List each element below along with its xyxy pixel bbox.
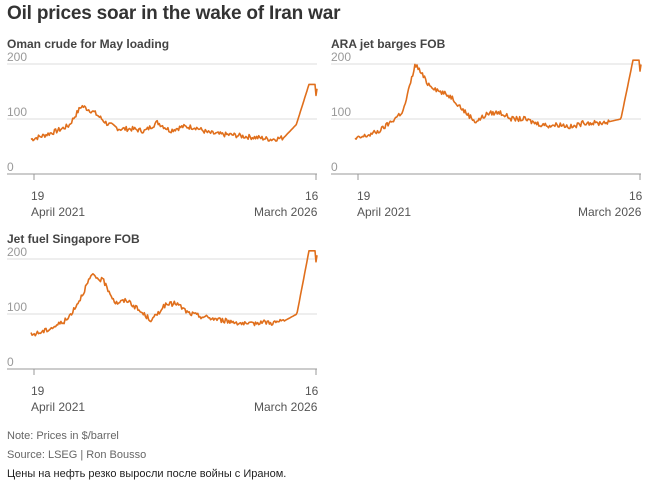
chart-svg-oman: 200 100 0 bbox=[7, 50, 318, 180]
x-end-month: March 2026 bbox=[578, 205, 642, 219]
chart-panel-oman: Oman crude for May loading 200 100 0 19 Ap… bbox=[7, 37, 325, 219]
chart-svg-ara-jet: 200 100 0 bbox=[331, 50, 642, 180]
y-tick-label: 0 bbox=[7, 355, 14, 369]
footnote-source: Source: LSEG | Ron Bousso bbox=[7, 449, 147, 461]
x-start-day: 19 bbox=[357, 189, 371, 203]
y-tick-label: 0 bbox=[331, 160, 338, 174]
y-tick-label: 100 bbox=[7, 105, 27, 119]
y-tick-label: 100 bbox=[331, 105, 351, 119]
series-line bbox=[354, 59, 642, 140]
chart-title: Oman crude for May loading bbox=[7, 37, 170, 51]
series-line bbox=[30, 250, 318, 337]
x-start-month: April 2021 bbox=[357, 205, 412, 219]
chart-panel-ara-jet: ARA jet barges FOB 200 100 0 19 April 2021… bbox=[331, 37, 649, 219]
y-tick-label: 100 bbox=[7, 300, 27, 314]
x-end-day: 16 bbox=[629, 189, 643, 203]
footnote-units: Note: Prices in $/barrel bbox=[7, 430, 119, 442]
x-start-month: April 2021 bbox=[31, 205, 86, 219]
x-start-month: April 2021 bbox=[31, 400, 86, 414]
x-end-day: 16 bbox=[305, 189, 319, 203]
y-tick-label: 0 bbox=[7, 160, 14, 174]
chart-title: Jet fuel Singapore FOB bbox=[7, 232, 140, 246]
x-start-day: 19 bbox=[31, 384, 45, 398]
x-end-month: March 2026 bbox=[254, 205, 318, 219]
x-end-day: 16 bbox=[305, 384, 319, 398]
y-tick-label: 200 bbox=[7, 50, 27, 64]
chart-title: ARA jet barges FOB bbox=[331, 37, 446, 51]
chart-panel-jet-singapore: Jet fuel Singapore FOB 200 100 0 19 April … bbox=[7, 232, 325, 414]
series-line bbox=[30, 83, 318, 142]
page-title: Oil prices soar in the wake of Iran war bbox=[7, 3, 341, 24]
chart-svg-jet-singapore: 200 100 0 bbox=[7, 245, 318, 375]
caption-russian: Цены на нефть резко выросли после войны … bbox=[7, 468, 287, 480]
x-end-month: March 2026 bbox=[254, 400, 318, 414]
x-start-day: 19 bbox=[31, 189, 45, 203]
y-tick-label: 200 bbox=[331, 50, 351, 64]
y-tick-label: 200 bbox=[7, 245, 27, 259]
